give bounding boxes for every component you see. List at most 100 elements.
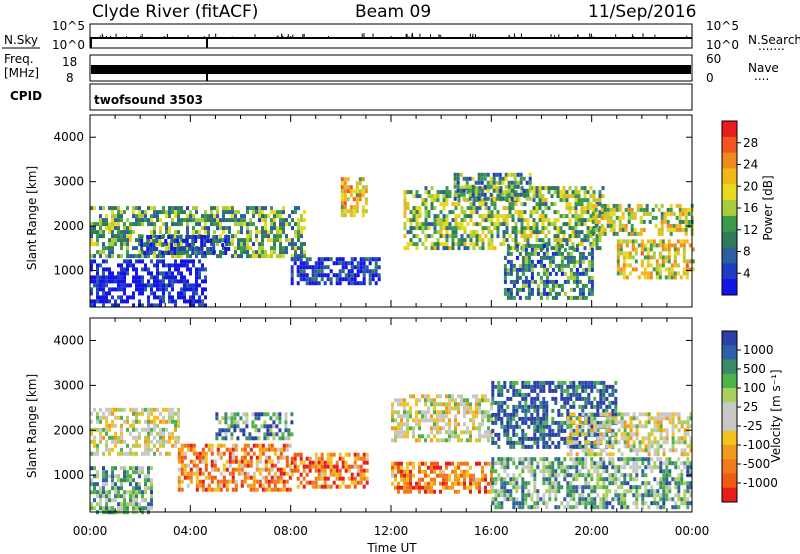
vel-cell: [96, 494, 99, 499]
power-cell: [536, 259, 540, 264]
power-cell: [521, 279, 525, 284]
power-cell: [132, 295, 135, 300]
power-cell: [210, 206, 213, 211]
power-cell: [547, 186, 551, 191]
power-cell: [556, 186, 560, 191]
power-cell: [96, 299, 99, 304]
power-cell: [655, 271, 659, 276]
power-cell: [619, 243, 623, 248]
power-cell: [568, 206, 572, 211]
power-cell: [294, 206, 297, 211]
vel-cell: [418, 398, 421, 403]
vel-cell: [587, 380, 591, 385]
power-cell: [282, 218, 285, 223]
vel-cell: [563, 465, 567, 470]
vel-cell: [102, 482, 105, 487]
power-cell: [204, 230, 207, 235]
power-cell: [542, 267, 546, 272]
vel-cell: [551, 416, 555, 421]
vel-cell: [234, 459, 238, 464]
vel-cell: [494, 412, 498, 417]
power-cell: [492, 196, 496, 201]
power-cell: [159, 259, 162, 264]
vel-cell: [448, 461, 451, 466]
power-cell: [526, 226, 530, 231]
power-cell: [403, 246, 407, 251]
power-cell: [502, 222, 506, 227]
vel-cell: [515, 388, 519, 393]
power-cell: [364, 185, 368, 190]
power-cell: [430, 206, 434, 211]
vel-cell: [424, 485, 427, 490]
vel-cell: [527, 392, 531, 397]
power-cell: [643, 271, 647, 276]
power-cell: [590, 251, 594, 256]
power-cell: [469, 214, 473, 219]
vel-cell: [557, 432, 561, 437]
vel-cell: [276, 459, 280, 464]
vel-cell: [216, 467, 220, 472]
power-cell: [159, 218, 162, 223]
power-cell: [524, 255, 528, 260]
vel-cell: [545, 505, 549, 510]
power-cell: [661, 239, 665, 244]
power-cell: [240, 218, 243, 223]
power-cell: [642, 219, 646, 224]
power-cell: [329, 281, 333, 286]
power-cell: [297, 222, 300, 227]
vel-cell: [445, 430, 448, 435]
vel-cell: [656, 420, 660, 425]
vel-cell: [129, 498, 132, 503]
power-cell: [305, 281, 309, 286]
vel-cell: [192, 459, 196, 464]
vel-cell: [406, 430, 409, 435]
power-cell: [627, 203, 631, 208]
power-cell: [346, 189, 350, 194]
power-cell: [225, 242, 228, 247]
vel-cell: [111, 439, 114, 444]
vel-cell: [147, 435, 150, 440]
power-cell: [111, 254, 114, 259]
power-cell: [270, 246, 273, 251]
vel-cell: [246, 459, 250, 464]
power-cell: [566, 279, 570, 284]
vel-cell: [150, 506, 153, 511]
vel-cell: [448, 477, 451, 482]
vel-cell: [308, 464, 312, 469]
vel-cell: [195, 483, 199, 488]
vel-cell: [557, 408, 561, 413]
vel-cell: [338, 484, 342, 489]
vel-cell: [545, 408, 549, 413]
power-cell: [442, 202, 446, 207]
vel-cell: [418, 485, 421, 490]
power-cell: [144, 287, 147, 292]
vel-cell: [665, 436, 669, 441]
vel-cell: [255, 487, 259, 492]
vel-cell: [575, 384, 579, 389]
power-cell: [314, 265, 318, 270]
power-cell: [189, 271, 192, 276]
vel-cell: [448, 426, 451, 431]
vel-cell: [593, 380, 597, 385]
power-cell: [338, 269, 342, 274]
vel-cell: [445, 422, 448, 427]
vel-cell: [509, 440, 513, 445]
power-cell: [575, 259, 579, 264]
vel-cell: [602, 412, 606, 417]
power-cell: [643, 267, 647, 272]
vel-cell: [147, 423, 150, 428]
freq-tick-top-right: 60: [706, 52, 721, 66]
vel-cell: [132, 423, 135, 428]
power-cell: [219, 218, 222, 223]
power-cell: [152, 239, 156, 243]
power-cell: [532, 222, 536, 227]
vel-cell: [427, 473, 430, 478]
vel-cell: [635, 432, 639, 437]
power-cell: [111, 234, 114, 239]
vel-cell: [463, 398, 466, 403]
vel-cell: [599, 436, 603, 441]
vel-cell: [132, 411, 135, 416]
power-cell: [594, 207, 598, 212]
power-cell: [684, 219, 688, 224]
power-heatmap: [90, 172, 695, 308]
